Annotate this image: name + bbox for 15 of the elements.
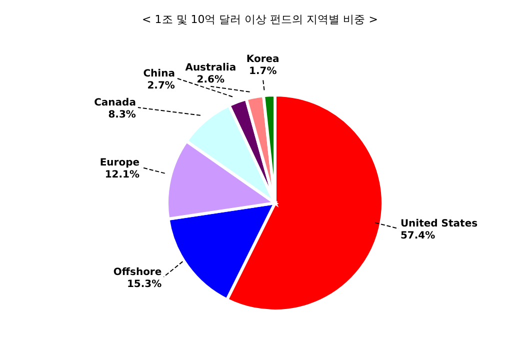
slice-label: China xyxy=(143,68,175,80)
chart-title: < 1조 및 10억 달러 이상 펀드의 지역별 비중 > xyxy=(141,12,379,28)
slice-label: Canada xyxy=(94,98,136,108)
data-label: 2.6% xyxy=(196,74,225,86)
slice-label: Offshore xyxy=(113,266,162,278)
data-label: 57.4% xyxy=(400,230,436,242)
data-label: 15.3% xyxy=(126,278,162,290)
slice-label: Europe xyxy=(100,157,140,168)
data-label: 1.7% xyxy=(248,66,277,78)
slice-label: Korea xyxy=(246,54,280,66)
slice-label: United States xyxy=(400,218,478,230)
data-label: 12.1% xyxy=(104,169,140,180)
data-label: 2.7% xyxy=(147,80,175,92)
data-label: 8.3% xyxy=(108,110,136,120)
slice-label: Australia xyxy=(185,62,236,74)
